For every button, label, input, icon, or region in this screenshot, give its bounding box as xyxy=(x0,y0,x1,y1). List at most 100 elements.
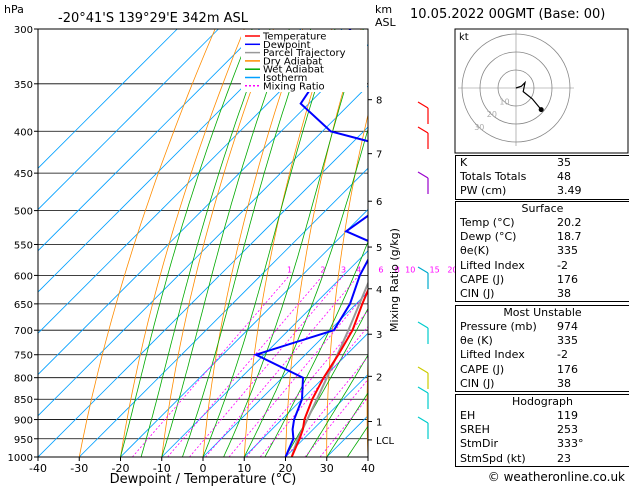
hodograph-panel: Hodograph EH 119 SREH 253 StmDir 333° StmSpd (… xyxy=(455,394,629,467)
isotherm-line xyxy=(38,126,368,457)
legend-entry: Dry Adiabat xyxy=(263,56,322,67)
pressure-tick-label: 700 xyxy=(14,326,33,337)
mixing-ratio-line xyxy=(167,275,324,457)
dry-adiabat xyxy=(120,29,245,457)
surface-value: 335 xyxy=(557,244,578,258)
isotherm-line xyxy=(78,167,368,457)
km-tick-label: 3 xyxy=(376,330,382,341)
surface-label: Lifted Index xyxy=(460,258,525,272)
legend-box xyxy=(241,30,367,92)
mixing-ratio-label: 3 xyxy=(341,265,346,274)
hodograph-ring-label: 30 xyxy=(474,123,484,132)
km-tick-label: 8 xyxy=(376,96,382,107)
index-value: 3.49 xyxy=(557,184,582,198)
hodograph-unit: kt xyxy=(459,32,469,43)
mixing-ratio-label: 10 xyxy=(405,265,415,274)
most-unstable-value: 335 xyxy=(557,334,578,348)
most-unstable-value: -2 xyxy=(557,348,568,362)
isotherm-line xyxy=(161,250,368,457)
mixing-ratio-line xyxy=(228,290,368,457)
temperature-tick-label: -10 xyxy=(153,462,171,475)
mixing-ratio-label: 8 xyxy=(395,265,400,274)
km-tick-label: 1 xyxy=(376,418,382,429)
surface-label: CAPE (J) xyxy=(460,272,505,286)
wet-adiabat xyxy=(120,29,253,457)
isotherm-line xyxy=(38,29,343,334)
most-unstable-label: CIN (J) xyxy=(460,376,495,390)
pressure-tick-label: 1000 xyxy=(8,453,33,464)
temperature-tick-label: 20 xyxy=(279,462,293,475)
km-tick-label: 6 xyxy=(376,197,382,208)
wind-barb-flag xyxy=(417,416,429,424)
hodograph-ring-label: 20 xyxy=(487,110,497,119)
wet-adiabat xyxy=(140,29,271,457)
mixing-ratio-line xyxy=(132,275,290,457)
index-label: PW (cm) xyxy=(460,184,507,198)
most-unstable-label: Pressure (mb) xyxy=(460,320,537,333)
dry-adiabat xyxy=(243,29,333,457)
most-unstable-panel: Most Unstable Pressure (mb) 974 θe (K) 335 L… xyxy=(455,305,629,393)
pressure-tick-label: 400 xyxy=(14,127,33,138)
hodograph-row: StmDir 333° xyxy=(456,437,629,451)
mixing-ratio-label: 2 xyxy=(320,265,325,274)
most-unstable-value: 176 xyxy=(557,362,578,376)
indices-panel: K 35 Totals Totals 48 PW (cm) 3.49 xyxy=(455,155,629,200)
x-axis-title: Dewpoint / Temperature (°C) xyxy=(110,472,297,486)
wind-barb-flag xyxy=(417,366,429,374)
temperature-tick-label: 40 xyxy=(361,462,375,475)
mixing-ratio-label: 1 xyxy=(287,265,292,274)
wind-barb-flag xyxy=(417,101,429,109)
pressure-tick-label: 500 xyxy=(14,207,33,218)
isotherm-line xyxy=(38,29,261,252)
surface-value: 18.7 xyxy=(557,230,582,244)
y-unit-label: hPa xyxy=(4,3,24,16)
isotherm-line xyxy=(38,29,302,293)
wet-adiabat xyxy=(202,29,336,457)
surface-title: Surface xyxy=(521,202,564,215)
surface-row: Temp (°C) 20.2 xyxy=(456,216,629,230)
hodograph-value: 23 xyxy=(557,451,571,465)
mixing-ratio-label: 4 xyxy=(356,265,361,274)
location-title: -20°41'S 139°29'E 342m ASL xyxy=(58,11,249,26)
most-unstable-title: Most Unstable xyxy=(503,306,582,319)
index-row: K 35 xyxy=(456,156,629,170)
hodograph-title: Hodograph xyxy=(512,395,573,408)
index-row: PW (cm) 3.49 xyxy=(456,184,629,198)
mixing-ratio-label: 20 xyxy=(447,265,457,274)
mixing-ratio-line xyxy=(285,356,368,457)
legend-entry: Mixing Ratio xyxy=(263,81,325,92)
hodograph-label: StmDir xyxy=(460,437,499,451)
asl-label: ASL xyxy=(375,16,397,29)
isotherm-line xyxy=(202,291,368,457)
most-unstable-value: 38 xyxy=(557,376,571,390)
legend-entry: Temperature xyxy=(262,32,326,43)
temperature-tick-label: -40 xyxy=(29,462,47,475)
dry-adiabat xyxy=(161,29,274,457)
parcel-trajectory-line xyxy=(290,280,368,457)
surface-row: Lifted Index -2 xyxy=(456,259,629,273)
mixing-ratio-axis-title: Mixing Ratio (g/kg) xyxy=(388,228,401,332)
hodograph-row: EH 119 xyxy=(456,409,629,423)
dewpoint-line xyxy=(253,29,368,457)
mixing-ratio-line xyxy=(246,310,368,457)
km-tick-label: 5 xyxy=(376,243,382,254)
surface-value: 176 xyxy=(557,272,578,286)
index-value: 35 xyxy=(557,156,571,169)
pressure-tick-label: 800 xyxy=(14,374,33,385)
most-unstable-row: CAPE (J) 176 xyxy=(456,363,629,377)
pressure-tick-label: 900 xyxy=(14,416,33,427)
surface-row: Dewp (°C) 18.7 xyxy=(456,230,629,244)
copyright-footer[interactable]: © weatheronline.co.uk xyxy=(487,470,625,484)
most-unstable-label: θe (K) xyxy=(460,334,493,348)
pressure-tick-label: 450 xyxy=(14,169,33,180)
hodograph-trace xyxy=(515,80,542,110)
most-unstable-row: CIN (J) 38 xyxy=(456,377,629,391)
wind-barb-flag xyxy=(417,266,429,274)
date-title: 10.05.2022 00GMT (Base: 00) xyxy=(410,7,605,22)
surface-row: CAPE (J) 176 xyxy=(456,273,629,287)
surface-value: 20.2 xyxy=(557,216,582,229)
surface-value: -2 xyxy=(557,258,568,272)
hodograph-row: SREH 253 xyxy=(456,423,629,437)
index-value: 48 xyxy=(557,170,571,184)
